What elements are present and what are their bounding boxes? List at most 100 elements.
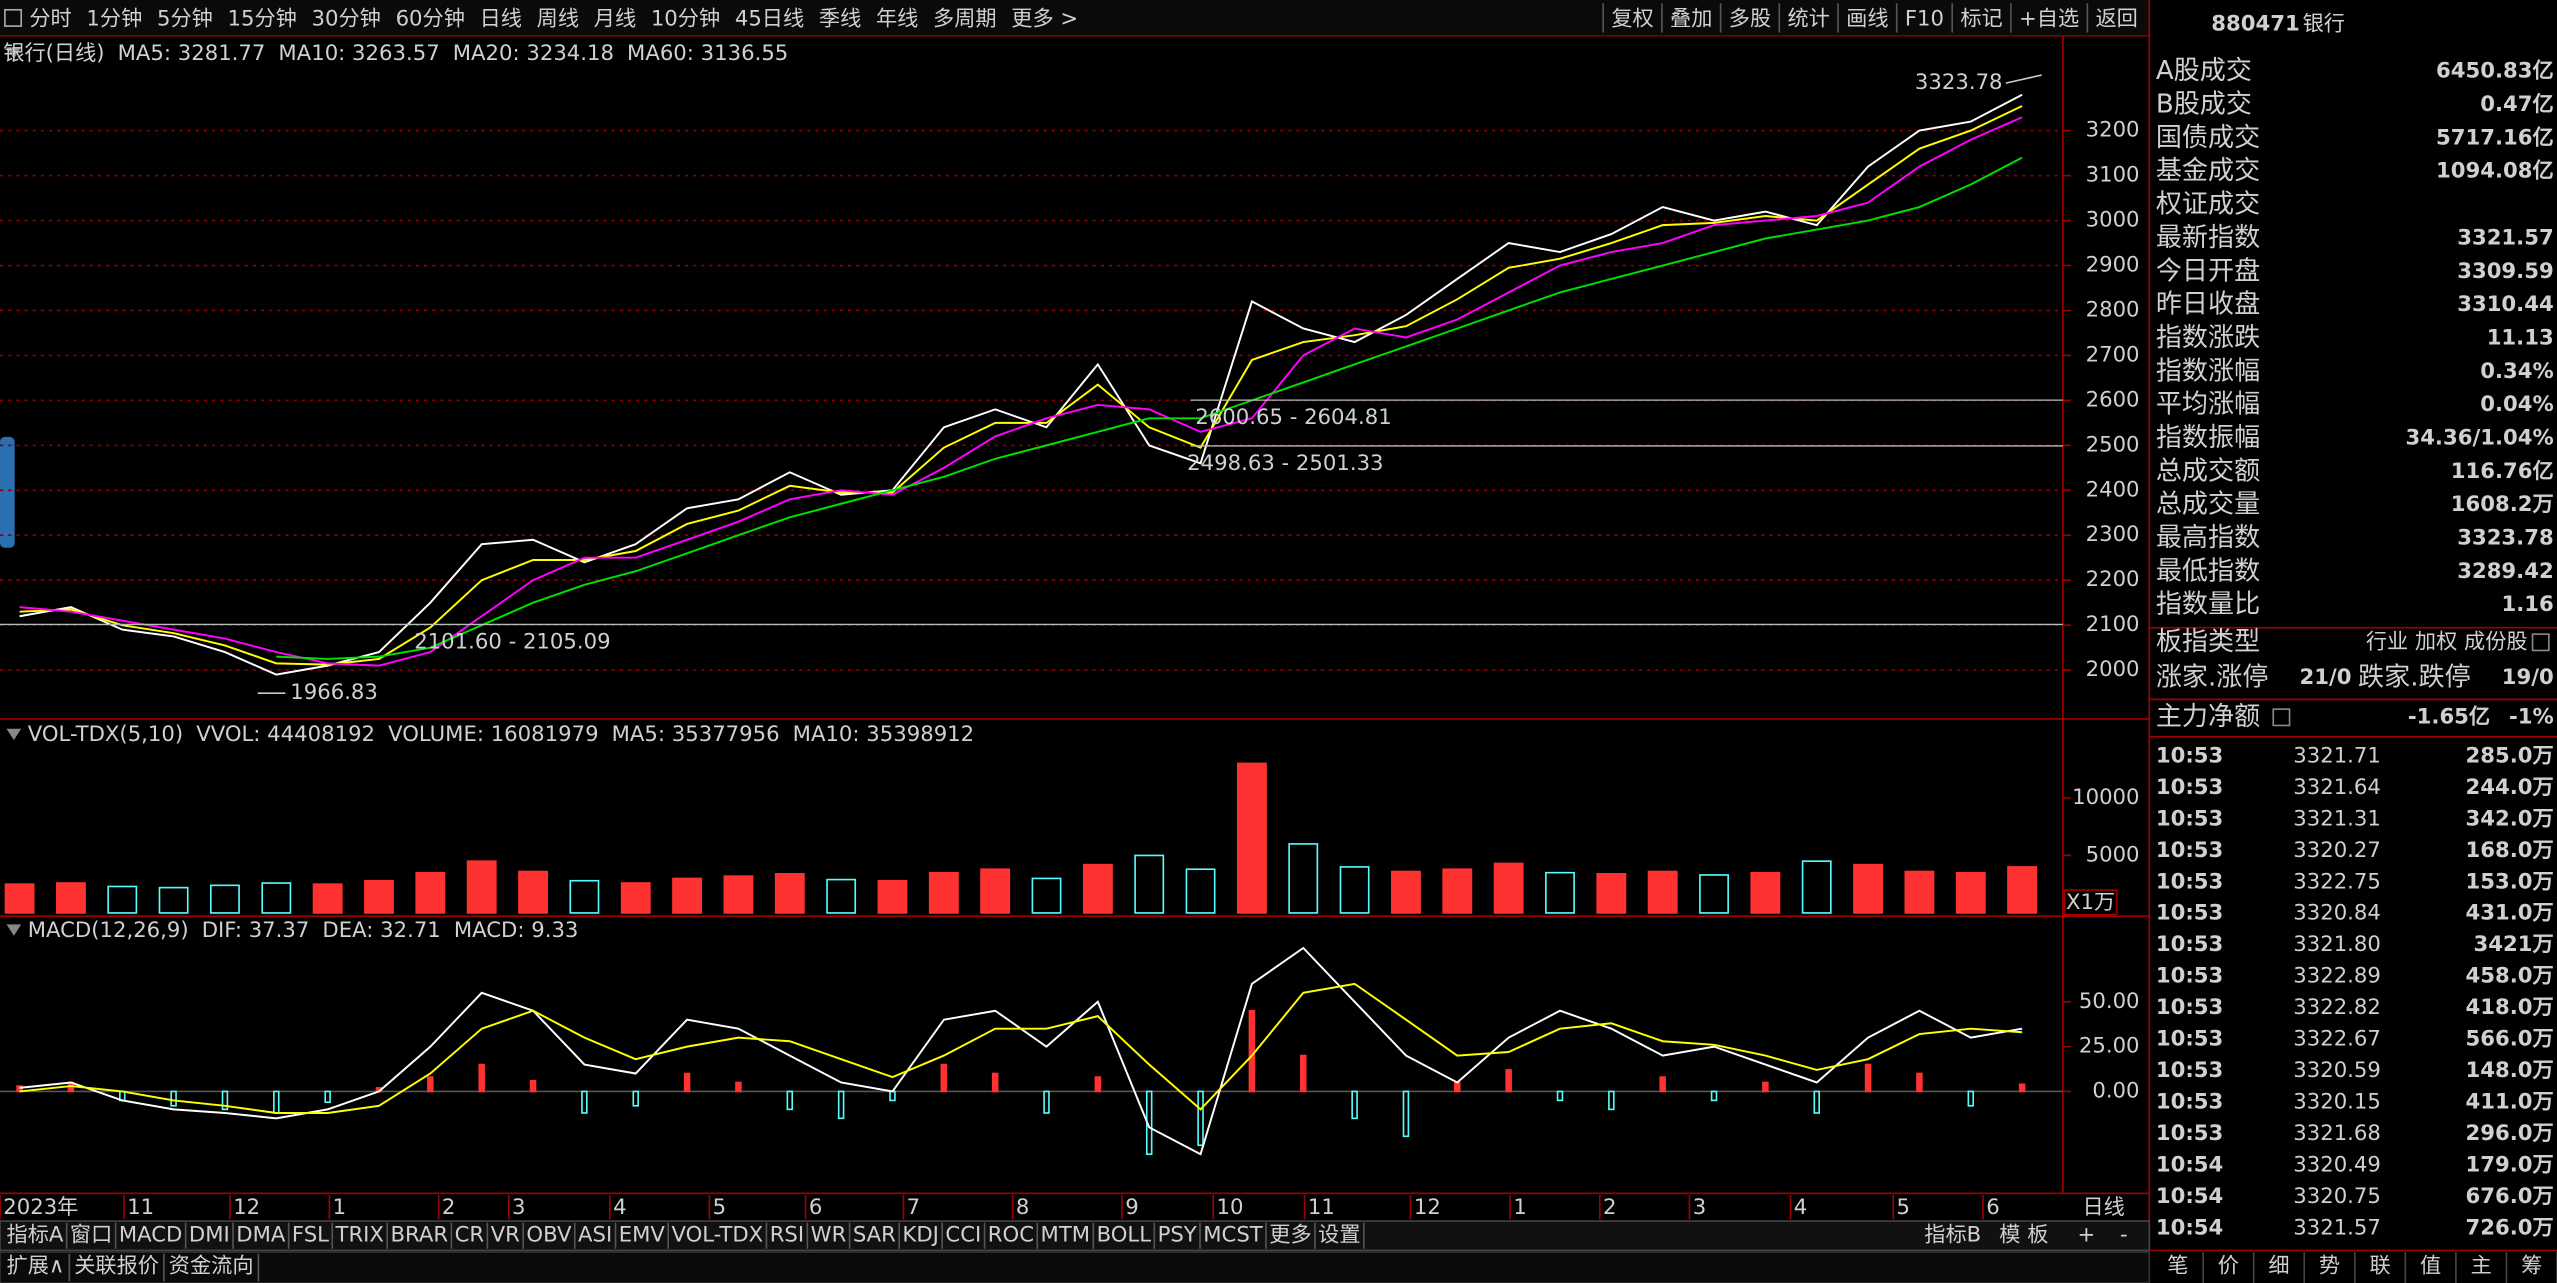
toolbar-button[interactable]: +自选 [2019,6,2079,31]
toolbar-item[interactable]: 分时 [29,6,71,31]
toolbar-item[interactable]: 10分钟 [651,6,720,31]
toolbar-button[interactable]: F10 [1905,6,1944,31]
sidebar-tab[interactable]: 细 [2268,1253,2289,1278]
bar [1442,868,1473,914]
collapse-icon[interactable] [6,728,22,741]
toolbar-button[interactable]: 画线 [1846,6,1888,31]
toolbar-item[interactable]: 更多 > [1011,6,1078,31]
indicator-tab[interactable]: BRAR [390,1222,448,1247]
toolbar-item[interactable]: 1分钟 [86,6,142,31]
toolbar-button[interactable]: 多股 [1729,6,1771,31]
toolbar-item[interactable]: 周线 [537,6,579,31]
trade-volume: 296.0万 [2466,1120,2554,1145]
toolbar-button[interactable]: 叠加 [1670,6,1712,31]
stat-value: 3323.78 [2457,524,2554,549]
toolbar-button[interactable]: 返回 [2096,6,2138,31]
trade-time: 10:54 [2156,1151,2223,1176]
toolbar-item[interactable]: 多周期 [933,6,997,31]
sidebar-tab[interactable]: 联 [2369,1253,2390,1278]
trade-volume: 3421万 [2474,931,2554,956]
bar [1505,1069,1512,1093]
indicator-tab[interactable]: FSL [292,1222,329,1247]
toolbar-button[interactable]: 复权 [1611,6,1653,31]
indicator-tab[interactable]: EMV [619,1222,666,1247]
toolbar-item[interactable]: 15分钟 [228,6,297,31]
indicator-tab[interactable]: DMI [189,1222,230,1247]
indicator-tab[interactable]: WR [811,1222,847,1247]
bar [1647,870,1678,914]
indicator-tab[interactable]: + [2078,1222,2096,1247]
indicator-tab[interactable]: CR [455,1222,485,1247]
toolbar-item[interactable]: 30分钟 [312,6,381,31]
time-label: 7 [907,1194,920,1219]
panel-title: VOL-TDX(5,10) [28,721,183,746]
indicator-tab[interactable]: MACD [119,1222,183,1247]
bar [620,882,651,914]
extra-tab[interactable]: 关联报价 [74,1253,159,1278]
sidebar-tab[interactable]: 主 [2471,1253,2492,1278]
indicator-tab[interactable]: BOLL [1097,1222,1152,1247]
price-line-label: 2600.65 - 2604.81 [1195,404,1391,429]
stat-label: 权证成交 [2156,190,2260,220]
toolbar-item[interactable]: 年线 [876,6,918,31]
indicator-tab[interactable]: CCI [945,1222,981,1247]
stat-label: 板指类型 [2156,627,2260,657]
collapse-icon[interactable] [6,924,22,936]
indicator-tab[interactable]: MCST [1203,1222,1263,1247]
indicator-tab[interactable]: KDJ [902,1222,938,1247]
sidebar-tab[interactable]: 值 [2420,1253,2441,1278]
stat-value[interactable]: 行业 加权 成份股 [2366,628,2528,653]
bar [1904,870,1935,914]
indicator-tab[interactable]: PSY [1158,1222,1197,1247]
sidebar-tab[interactable]: 筹 [2521,1253,2542,1278]
indicator-tab[interactable]: DMA [236,1222,286,1247]
trade-price: 3320.49 [2293,1151,2381,1176]
indicator-tab[interactable]: - [2120,1222,2128,1247]
time-label: 4 [1794,1194,1807,1219]
extra-tab[interactable]: 资金流向 [169,1253,254,1278]
toolbar-button[interactable]: 标记 [1960,6,2002,31]
toolbar-item[interactable]: 季线 [819,6,861,31]
toolbar-item[interactable]: 60分钟 [396,6,465,31]
indicator-tab[interactable]: 模 板 [1999,1222,2048,1247]
indicator-tab[interactable]: VR [491,1222,520,1247]
sidebar-tab[interactable]: 笔 [2167,1253,2188,1278]
indicator-tab[interactable]: OBV [526,1222,572,1247]
menu-icon[interactable] [4,8,23,27]
sidebar-tab[interactable]: 价 [2218,1253,2239,1278]
time-label: 2 [1603,1194,1616,1219]
indicator-tab[interactable]: ASI [578,1222,612,1247]
toolbar-item[interactable]: 日线 [480,6,522,31]
indicator-tab[interactable]: 指标B [1924,1222,1981,1247]
indicator-tab[interactable]: VOL-TDX [671,1222,763,1247]
trade-time: 10:53 [2156,837,2223,862]
indicator-tab[interactable]: 设置 [1318,1222,1360,1247]
stat-value: 0.34% [2480,358,2554,383]
stat-value: 21/0 [2300,664,2352,689]
toolbar-item[interactable]: 5分钟 [157,6,213,31]
side-handle[interactable] [0,436,15,548]
toolbar-button[interactable]: 统计 [1787,6,1829,31]
bar [529,1079,537,1093]
bar [683,1072,691,1093]
sidebar-tab[interactable]: 势 [2319,1253,2340,1278]
indicator-tab[interactable]: 指标A [7,1222,64,1247]
menu-icon[interactable] [2272,708,2291,727]
indicator-tab[interactable]: SAR [853,1222,896,1247]
indicator-tab[interactable]: MTM [1041,1222,1091,1247]
bar [1248,1009,1256,1093]
indicator-tab[interactable]: ROC [988,1222,1034,1247]
toolbar-item[interactable]: 45日线 [735,6,804,31]
indicator-tab[interactable]: 窗口 [70,1222,112,1247]
collapse-icon[interactable] [6,47,22,59]
indicator-tab[interactable]: 更多 [1269,1222,1311,1247]
stat-label: 今日开盘 [2156,256,2260,286]
toolbar-item[interactable]: 月线 [594,6,636,31]
legend-entry: DEA: 32.71 [322,917,440,942]
extra-tab[interactable]: 扩展∧ [7,1253,65,1278]
indicator-tab[interactable]: TRIX [335,1222,384,1247]
indicator-tab[interactable]: RSI [770,1222,804,1247]
menu-icon[interactable] [2531,633,2550,652]
time-label: 12 [233,1194,260,1219]
stat-value: 3289.42 [2457,558,2554,583]
